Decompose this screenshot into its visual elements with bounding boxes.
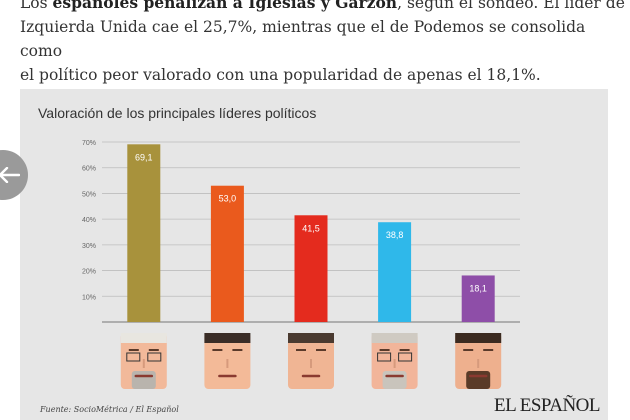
bar xyxy=(461,275,495,322)
y-tick-label: 20% xyxy=(82,269,96,276)
bar-value-label: 18,1 xyxy=(469,283,487,293)
chart-source: Fuente: SocioMétrica / El Español xyxy=(40,405,179,414)
y-tick-label: 10% xyxy=(82,294,96,301)
bar-value-label: 69,1 xyxy=(135,152,153,162)
portrait-beard xyxy=(131,371,156,389)
el-espanol-logo: EL ESPAÑOL xyxy=(493,395,601,416)
article-text: Los españoles penalizan a Iglesias y Gar… xyxy=(20,0,625,87)
bar-value-label: 41,5 xyxy=(302,223,320,233)
article-line-1-end: , según el sondeo. El líder de xyxy=(397,0,625,12)
portrait-glasses xyxy=(126,352,141,362)
article-line-1-start: Los xyxy=(20,0,53,12)
arrow-left-icon xyxy=(0,167,20,183)
portrait-hair xyxy=(288,333,334,343)
y-tick-label: 40% xyxy=(82,217,96,224)
y-tick-label: 50% xyxy=(82,191,96,198)
article-line-1: Los españoles penalizan a Iglesias y Gar… xyxy=(20,0,625,15)
portrait-hair xyxy=(204,333,251,343)
article-line-2: Izquierda Unida cae el 25,7%, mientras q… xyxy=(20,18,586,60)
y-tick-label: 60% xyxy=(82,166,96,173)
bar xyxy=(127,144,161,322)
portrait-hair xyxy=(371,333,418,343)
portrait-glasses xyxy=(377,352,392,362)
bar-value-label: 53,0 xyxy=(219,194,237,204)
portrait-hair xyxy=(120,333,167,343)
y-tick-label: 30% xyxy=(82,243,96,250)
bar xyxy=(294,215,328,322)
article-line-3: el político peor valorado con una popula… xyxy=(20,66,541,84)
article-bold-phrase: españoles penalizan a Iglesias y Garzón xyxy=(52,0,398,12)
bar xyxy=(378,222,412,322)
portrait-glasses xyxy=(398,352,413,362)
bar xyxy=(210,185,244,322)
portrait-glasses xyxy=(147,352,162,362)
bar-chart: 70% 60% 50% 40% 30% 20% 10% 69,1 53,0 41,5 38,8 18,… xyxy=(82,140,520,389)
chart-title: Valoración de los principales líderes po… xyxy=(38,105,317,121)
portrait-hair xyxy=(455,333,502,343)
y-tick-label: 70% xyxy=(82,140,96,147)
chart-card: Valoración de los principales líderes po… xyxy=(20,89,608,420)
portrait-beard xyxy=(466,371,491,389)
portrait-beard xyxy=(382,371,407,389)
bar-value-label: 38,8 xyxy=(386,230,404,240)
